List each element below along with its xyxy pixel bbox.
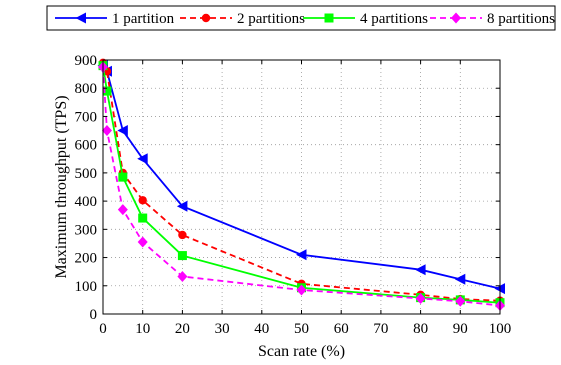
data-point [296, 284, 307, 296]
legend-marker [451, 12, 461, 24]
x-tick-label: 20 [175, 321, 190, 337]
x-axis-label: Scan rate (%) [258, 343, 345, 360]
legend-item: 8 partitions [430, 11, 555, 27]
data-point [178, 230, 187, 240]
legend-marker [324, 13, 334, 23]
x-tick-label: 60 [334, 321, 349, 337]
data-point [117, 204, 128, 216]
legend-label: 8 partitions [487, 11, 555, 27]
data-point [137, 153, 148, 165]
x-tick-label: 10 [135, 321, 150, 337]
series-1 [97, 60, 505, 295]
legend-item: 1 partition [55, 11, 175, 27]
series-2 [98, 58, 505, 305]
series-line [102, 66, 501, 307]
data-point [455, 295, 466, 307]
data-point [101, 125, 112, 137]
series-line [102, 62, 501, 302]
data-point [118, 172, 128, 182]
x-tick-label: 40 [254, 321, 269, 337]
data-point [137, 236, 148, 248]
y-tick-label: 900 [75, 53, 98, 69]
x-tick-label: 90 [453, 321, 468, 337]
legend-label: 4 partitions [360, 11, 428, 27]
legend: 1 partition 2 partitions 4 partitions 8 par… [55, 11, 555, 27]
y-tick-label: 700 [75, 109, 98, 125]
y-tick-label: 500 [75, 166, 98, 182]
axis-ticks: 0 10 20 30 40 50 60 70 80 90 100 0 100 200 300 400 500 60… [75, 53, 512, 337]
data-point [415, 292, 426, 304]
data-point [176, 200, 188, 212]
x-tick-label: 80 [413, 321, 428, 337]
data-point [117, 125, 128, 137]
legend-item: 4 partitions [303, 11, 428, 27]
data-point [177, 251, 187, 261]
y-tick-label: 600 [75, 138, 98, 154]
data-point [454, 273, 466, 285]
data-point [177, 270, 188, 282]
data-point [296, 249, 307, 261]
x-tick-label: 30 [215, 321, 230, 337]
data-point [102, 86, 112, 96]
data-point [415, 264, 426, 276]
data-point [138, 213, 148, 223]
y-tick-label: 800 [75, 81, 98, 97]
x-tick-label: 50 [294, 321, 309, 337]
series-layer [97, 58, 505, 312]
y-tick-label: 300 [75, 222, 98, 238]
legend-marker [75, 12, 86, 24]
y-tick-label: 400 [75, 194, 98, 210]
plot-frame [102, 59, 501, 315]
y-tick-label: 100 [75, 279, 98, 295]
x-tick-label: 0 [99, 321, 107, 337]
legend-item: 2 partitions [180, 11, 305, 27]
y-tick-label: 0 [90, 307, 98, 323]
y-axis-label: Maximum throughput (TPS) [53, 95, 70, 278]
legend-label: 2 partitions [237, 11, 305, 27]
x-tick-label: 70 [373, 321, 388, 337]
grid-lines [103, 60, 500, 314]
y-tick-label: 200 [75, 251, 98, 267]
series-4 [98, 61, 505, 312]
legend-marker [201, 13, 211, 23]
legend-label: 1 partition [112, 11, 175, 27]
data-point [138, 196, 147, 205]
x-tick-label: 100 [489, 321, 512, 337]
